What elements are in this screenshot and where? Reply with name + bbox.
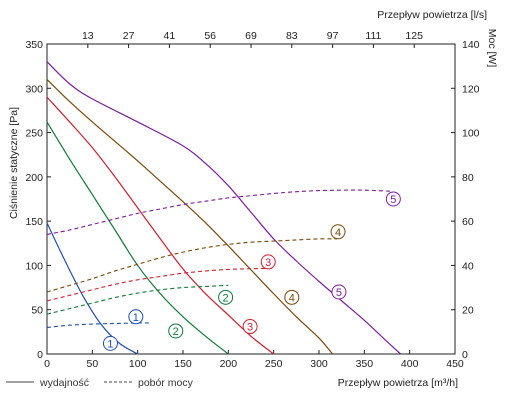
- top-axis-title: Przepływ powietrza [l/s]: [377, 9, 487, 21]
- pressure-curve-2: [46, 121, 229, 355]
- left-tick-label: 250: [25, 128, 43, 140]
- marker-circle: [284, 289, 300, 305]
- left-tick-label: 50: [31, 305, 43, 317]
- pressure-curve-3: [46, 96, 275, 355]
- power-curve-3: [46, 267, 274, 302]
- pressure-curve-4: [46, 79, 334, 355]
- axes: [46, 43, 456, 355]
- marker-number: 4: [335, 227, 341, 239]
- legend-label-wydajnosc: wydajność: [39, 377, 89, 389]
- power-curve-2: [46, 284, 229, 315]
- curve-marker-2: 2: [168, 323, 184, 339]
- curve-marker-3: 3: [260, 254, 276, 270]
- marker-circle: [168, 323, 184, 339]
- top-tick-label: 83: [286, 30, 298, 42]
- curve-marker-5: 5: [385, 191, 401, 207]
- curve-marker-1: 1: [102, 335, 118, 351]
- top-tick-label: 13: [82, 30, 94, 42]
- marker-number: 3: [247, 322, 253, 334]
- curve-marker-2: 2: [218, 289, 234, 305]
- left-tick-label: 200: [25, 172, 43, 184]
- marker-circle: [242, 319, 258, 335]
- top-tick-label: 56: [204, 30, 216, 42]
- right-tick-label: 0: [462, 349, 468, 361]
- curve-marker-5: 5: [331, 284, 347, 300]
- left-tick-label: 300: [25, 83, 43, 95]
- left-axis-title: Ciśnienie statyczne [Pa]: [8, 107, 20, 219]
- legend-label-pobor-mocy: pobór mocy: [138, 377, 194, 389]
- bottom-tick-label: 250: [265, 358, 283, 370]
- curve-marker-4: 4: [330, 224, 346, 240]
- bottom-tick-label: 200: [220, 358, 238, 370]
- power-curve-4: [46, 238, 338, 293]
- top-tick-label: 111: [365, 30, 381, 42]
- left-tick-label: 350: [25, 39, 43, 51]
- top-tick-label: 125: [405, 30, 423, 42]
- pressure-curve-5: [46, 61, 402, 355]
- pressure-curve-1: [46, 222, 138, 355]
- marker-number: 5: [390, 194, 396, 206]
- marker-number: 2: [173, 326, 179, 338]
- bottom-axis-title: Przepływ powietrza [m³/h]: [338, 377, 458, 389]
- right-tick-label: 20: [462, 305, 474, 317]
- curve-marker-4: 4: [284, 289, 300, 305]
- top-tick-label: 27: [123, 30, 135, 42]
- curve-marker-3: 3: [242, 319, 258, 335]
- marker-circle: [330, 224, 346, 240]
- top-tick-label: 69: [245, 30, 257, 42]
- marker-circle: [128, 309, 144, 325]
- marker-circle: [218, 289, 234, 305]
- marker-number: 2: [223, 292, 229, 304]
- curve-marker-1: 1: [128, 309, 144, 325]
- top-tick-label: 97: [327, 30, 339, 42]
- right-tick-label: 80: [462, 172, 474, 184]
- marker-number: 3: [265, 257, 271, 269]
- right-tick-label: 140: [462, 39, 480, 51]
- bottom-tick-label: 0: [44, 358, 50, 370]
- power-curve-5: [46, 189, 392, 235]
- bottom-tick-label: 100: [129, 358, 147, 370]
- marker-number: 1: [133, 312, 139, 324]
- bottom-tick-label: 400: [401, 358, 419, 370]
- marker-circle: [102, 335, 118, 351]
- marker-circle: [385, 191, 401, 207]
- bottom-tick-label: 50: [86, 358, 98, 370]
- left-tick-label: 0: [37, 349, 43, 361]
- curve-markers: 1 1 2 2 3 3 4 4 5 5: [102, 191, 401, 351]
- top-tick-label: 41: [164, 30, 176, 42]
- left-tick-label: 100: [25, 260, 43, 272]
- bottom-tick-label: 300: [310, 358, 328, 370]
- right-tick-label: 120: [462, 83, 480, 95]
- right-tick-label: 60: [462, 216, 474, 228]
- marker-circle: [260, 254, 276, 270]
- legend: wydajność pobór mocy: [6, 377, 194, 389]
- bottom-tick-label: 150: [174, 358, 192, 370]
- marker-number: 5: [336, 287, 342, 299]
- right-axis-title: Moc [W]: [486, 29, 498, 68]
- marker-number: 1: [107, 338, 113, 350]
- bottom-tick-label: 350: [356, 358, 374, 370]
- bottom-tick-label: 450: [446, 358, 464, 370]
- curves: [46, 61, 402, 355]
- right-tick-label: 100: [462, 128, 480, 140]
- marker-number: 4: [289, 292, 295, 304]
- right-tick-label: 40: [462, 260, 474, 272]
- left-tick-label: 150: [25, 216, 43, 228]
- marker-circle: [331, 284, 347, 300]
